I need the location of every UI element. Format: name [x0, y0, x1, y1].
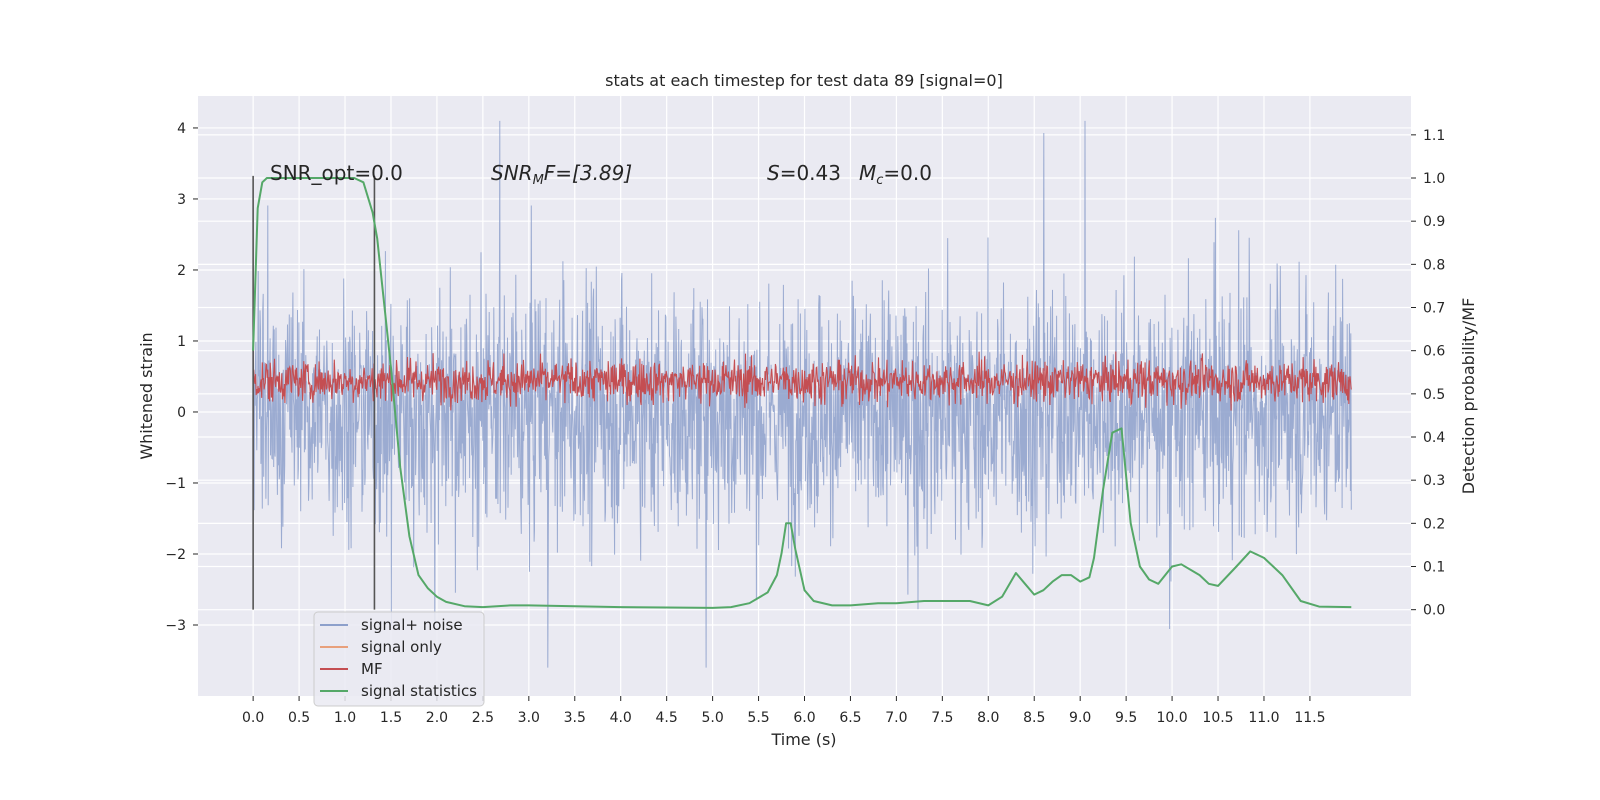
x-tick-label: 7.0: [885, 710, 907, 726]
x-tick-label: 1.5: [380, 710, 402, 726]
annotation-s: S=0.43: [767, 161, 841, 185]
annotation-snr-mf-symbol: SNR: [491, 161, 533, 185]
y2-tick-label: 0.9: [1423, 214, 1445, 230]
legend-label-signal-only: signal only: [361, 638, 442, 656]
y-tick-label: 3: [177, 192, 186, 208]
axis-ticks: 0.0 0.5 1.0 1.5 2.0 2.5 3.0 3.5 4.0 4.5 5.0 5.5 6.0 6…: [165, 121, 1445, 726]
signal-statistics-series: [252, 177, 1352, 609]
annotation-s-value: =0.43: [780, 161, 841, 185]
x-tick-label: 9.0: [1069, 710, 1091, 726]
x-axis-label: Time (s): [770, 730, 836, 749]
y2-axis-label: Detection probability/MF: [1459, 298, 1478, 495]
y2-tick-label: 0.7: [1423, 301, 1445, 317]
annotation-mc-value: =0.0: [883, 161, 932, 185]
y-tick-label: −2: [165, 547, 186, 563]
x-tick-label: 8.5: [1023, 710, 1045, 726]
mf-line: [252, 351, 1352, 411]
x-tick-label: 7.5: [931, 710, 953, 726]
x-tick-label: 2.5: [472, 710, 494, 726]
x-tick-label: 4.5: [656, 710, 678, 726]
annotation-mc-symbol: M: [859, 161, 876, 185]
vertical-markers: [252, 175, 376, 610]
y2-tick-label: 0.3: [1423, 473, 1445, 489]
x-tick-label: 10.5: [1202, 710, 1233, 726]
annotation-mc: Mc=0.0: [859, 161, 932, 188]
y-tick-label: 4: [177, 121, 186, 137]
y2-tick-label: 0.6: [1423, 344, 1445, 360]
annotation-mc-subscript: c: [876, 173, 883, 188]
x-tick-label: 1.0: [334, 710, 356, 726]
grid: [198, 96, 1411, 696]
y-tick-label: −3: [165, 618, 186, 634]
y2-tick-label: 0.4: [1423, 430, 1445, 446]
x-tick-label: 3.0: [518, 710, 540, 726]
annotation-snr-mf: SNRMF=[3.89]: [491, 161, 632, 188]
mf-series: [252, 351, 1352, 411]
y2-tick-label: 1.0: [1423, 171, 1445, 187]
x-tick-label: 4.0: [610, 710, 632, 726]
y-axis-label: Whitened strain: [137, 332, 156, 459]
x-tick-label: 6.5: [839, 710, 861, 726]
annotation-snr-mf-value: F=[3.89]: [544, 161, 632, 185]
legend-label-mf: MF: [361, 660, 383, 678]
y2-tick-label: 1.1: [1423, 128, 1445, 144]
x-tick-label: 5.5: [747, 710, 769, 726]
x-tick-label: 11.0: [1248, 710, 1279, 726]
x-tick-label: 10.0: [1156, 710, 1187, 726]
annotation-s-symbol: S: [767, 161, 780, 185]
annotation-snr-mf-subscript: M: [533, 173, 544, 188]
y-tick-label: −1: [165, 476, 186, 492]
y2-tick-label: 0.8: [1423, 257, 1445, 273]
x-tick-label: 3.5: [564, 710, 586, 726]
x-tick-label: 0.0: [242, 710, 264, 726]
x-tick-label: 6.0: [793, 710, 815, 726]
legend-label-stats: signal statistics: [361, 682, 477, 700]
x-tick-label: 8.0: [977, 710, 999, 726]
y-tick-label: 0: [177, 405, 186, 421]
y2-tick-label: 0.0: [1423, 603, 1445, 619]
legend-label-noise: signal+ noise: [361, 616, 463, 634]
annotation-snr-opt: SNR_opt=0.0: [270, 161, 403, 185]
legend: signal+ noise signal only MF signal stat…: [313, 611, 485, 707]
y2-tick-label: 0.2: [1423, 516, 1445, 532]
y2-tick-label: 0.1: [1423, 560, 1445, 576]
x-tick-label: 2.0: [426, 710, 448, 726]
chart-title: stats at each timestep for test data 89 …: [605, 71, 1003, 90]
x-tick-label: 9.5: [1115, 710, 1137, 726]
y-tick-label: 1: [177, 334, 186, 350]
legend-box: [313, 611, 485, 707]
x-tick-label: 0.5: [288, 710, 310, 726]
y-tick-label: 2: [177, 263, 186, 279]
x-tick-label: 11.5: [1294, 710, 1325, 726]
signal-statistics-line: [252, 177, 1352, 609]
x-tick-label: 5.0: [701, 710, 723, 726]
y2-tick-label: 0.5: [1423, 387, 1445, 403]
